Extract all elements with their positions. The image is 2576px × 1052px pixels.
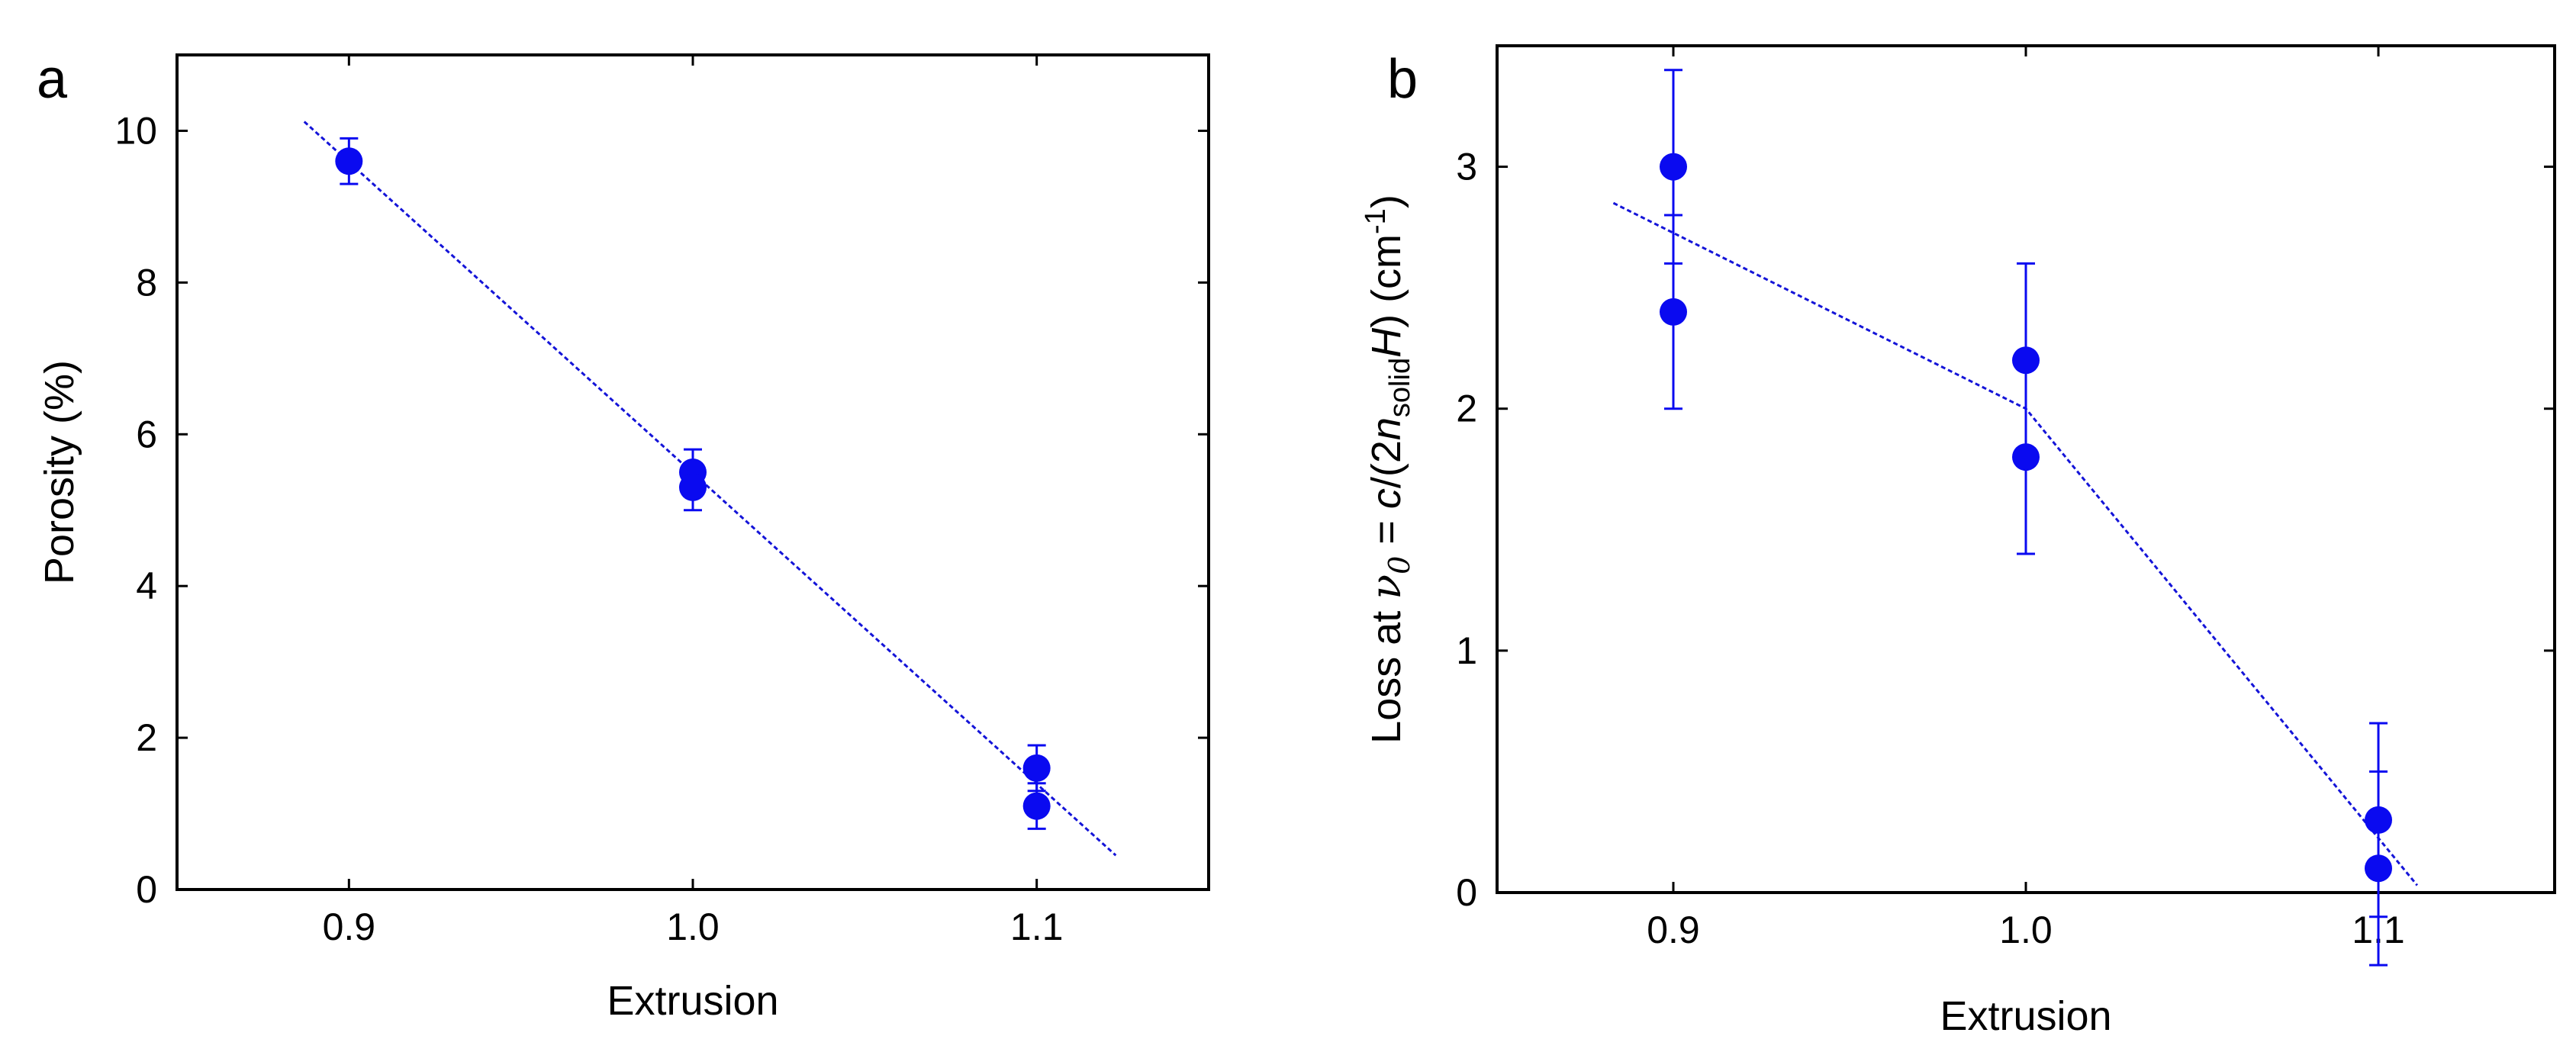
x-tick-label: 1.0 bbox=[1999, 909, 2053, 951]
y-tick-label: 0 bbox=[1456, 871, 1477, 914]
data-point bbox=[1022, 754, 1051, 782]
ylabel-n: n bbox=[1364, 417, 1409, 440]
y-tick-label: 3 bbox=[1456, 146, 1477, 188]
y-tick-label: 4 bbox=[136, 565, 157, 607]
fit-line bbox=[303, 121, 1117, 857]
data-point bbox=[2012, 443, 2040, 471]
panel-a-markers bbox=[335, 137, 1051, 830]
ylabel-end: ) bbox=[1364, 195, 1409, 208]
panel-b-markers bbox=[1660, 69, 2392, 967]
panel-b-fit-line-group bbox=[1612, 201, 2418, 886]
ylabel-nu-symbol: ν bbox=[1362, 574, 1410, 600]
y-tick-label: 2 bbox=[136, 716, 157, 759]
x-tick-label: 0.9 bbox=[323, 906, 376, 948]
panel-a-ticks: 0.9 1.0 1.1 0 2 4 6 8 10 bbox=[114, 55, 1209, 948]
y-tick-label: 8 bbox=[136, 261, 157, 304]
x-tick-label: 1.1 bbox=[1010, 906, 1064, 948]
ylabel-close: ) (cm bbox=[1364, 234, 1409, 328]
ylabel-nu-subscript: 0 bbox=[1383, 556, 1416, 574]
ylabel-equals: = bbox=[1364, 509, 1409, 556]
ylabel-exponent: -1 bbox=[1360, 208, 1392, 234]
panel-a-letter: a bbox=[37, 49, 68, 110]
data-point bbox=[1660, 298, 1687, 326]
y-tick-label: 0 bbox=[136, 868, 157, 911]
data-point bbox=[679, 473, 707, 501]
y-tick-label: 2 bbox=[1456, 388, 1477, 430]
data-point bbox=[335, 147, 363, 175]
fit-line bbox=[1612, 201, 2418, 886]
panel-a-x-axis-title: Extrusion bbox=[607, 978, 778, 1024]
data-point bbox=[1022, 792, 1051, 820]
x-tick-label: 1.0 bbox=[666, 906, 720, 948]
ylabel-prefix: Loss at bbox=[1364, 600, 1409, 744]
panel-a-y-axis-title: Porosity (%) bbox=[37, 360, 82, 584]
x-tick-label: 0.9 bbox=[1647, 909, 1700, 951]
panel-a-fit-line-group bbox=[303, 121, 1117, 857]
panel-b-x-axis-title: Extrusion bbox=[1940, 993, 2111, 1039]
y-tick-label: 1 bbox=[1456, 629, 1477, 672]
ylabel-n-subscript: solid bbox=[1384, 358, 1416, 417]
y-tick-label: 6 bbox=[136, 413, 157, 455]
ylabel-c: c bbox=[1364, 488, 1409, 509]
data-point bbox=[1660, 153, 1687, 181]
panel-b-y-axis-title: Loss at ν0 = c/(2nsolidH) (cm-1) bbox=[1360, 195, 1416, 744]
y-tick-label: 10 bbox=[114, 109, 157, 152]
data-point bbox=[2365, 854, 2392, 883]
panel-b-letter: b bbox=[1387, 49, 1418, 110]
ylabel-H: H bbox=[1364, 327, 1409, 358]
panel-a-chart: a 0.9 1.0 1.1 0 2 4 6 8 10 Extrusion Porosity (%… bbox=[37, 49, 1210, 1024]
ylabel-slash: /(2 bbox=[1364, 440, 1409, 488]
